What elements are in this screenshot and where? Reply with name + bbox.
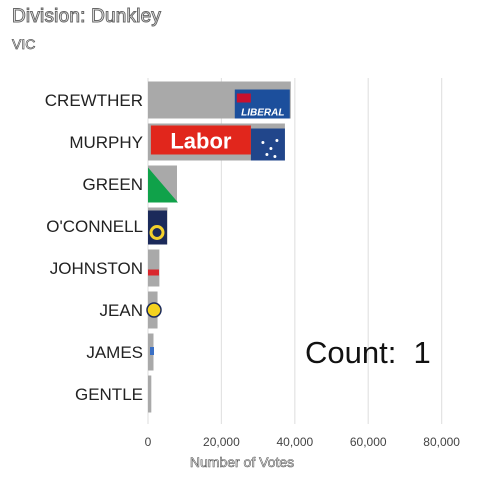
x-tick-label: 0	[145, 435, 152, 449]
greens-logo	[148, 167, 178, 203]
star-icon	[261, 141, 265, 144]
category-label: MURPHY	[69, 133, 143, 152]
party-logo	[146, 302, 162, 318]
party-logo	[148, 269, 159, 276]
x-tick-label: 60,000	[350, 435, 387, 449]
uap-emblem-icon	[149, 225, 165, 240]
category-label: GENTLE	[75, 385, 143, 404]
flag-icon	[236, 93, 251, 103]
bar	[148, 375, 152, 413]
x-tick-label: 80,000	[423, 435, 460, 449]
liberal-logo-text: LIBERAL	[241, 108, 284, 119]
category-label: JEAN	[100, 301, 143, 320]
count-annotation: Count: 1	[305, 335, 431, 370]
star-icon	[265, 153, 269, 156]
category-label: JOHNSTON	[50, 259, 143, 278]
bar	[148, 249, 160, 287]
labor-logo	[150, 125, 251, 155]
party-logo	[150, 347, 154, 355]
x-tick-label: 40,000	[276, 435, 313, 449]
x-axis-label: Number of Votes	[190, 454, 294, 470]
category-label: GREEN	[83, 175, 143, 194]
category-label: JAMES	[86, 343, 143, 362]
chart-subtitle: VIC	[12, 36, 36, 53]
southern-cross-icon	[250, 128, 285, 161]
chart-title: Division: Dunkley	[11, 6, 162, 28]
category-label: O'CONNELL	[46, 217, 143, 236]
x-tick-label: 20,000	[203, 435, 240, 449]
star-icon	[269, 147, 273, 150]
category-label: CREWTHER	[45, 91, 143, 110]
star-icon	[273, 155, 277, 158]
labor-logo-text: Labor	[170, 129, 232, 154]
star-icon	[275, 139, 279, 142]
